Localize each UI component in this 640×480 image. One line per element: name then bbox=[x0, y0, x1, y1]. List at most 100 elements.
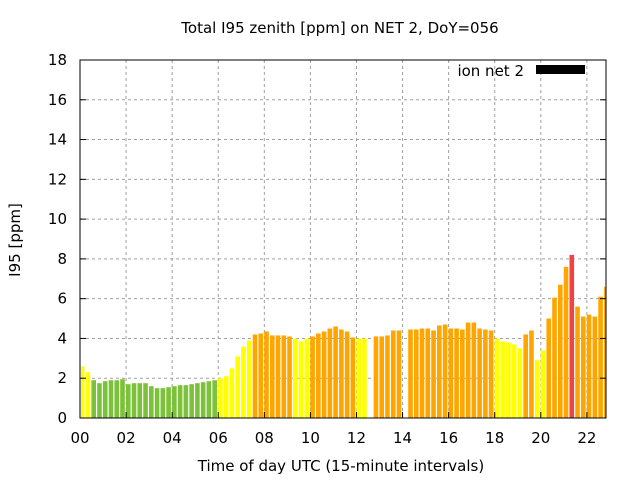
bar bbox=[604, 286, 606, 418]
bar bbox=[362, 338, 367, 418]
y-tick-label: 4 bbox=[57, 329, 67, 347]
bar bbox=[223, 376, 229, 418]
bar bbox=[350, 337, 356, 418]
legend-swatch bbox=[536, 65, 585, 74]
bar bbox=[494, 338, 500, 418]
chart-title: Total I95 zenith [ppm] on NET 2, DoY=056 bbox=[180, 19, 498, 37]
y-tick-label: 18 bbox=[48, 51, 67, 69]
bar bbox=[108, 380, 114, 418]
bar bbox=[137, 383, 143, 418]
bar bbox=[269, 335, 275, 418]
bar bbox=[327, 328, 333, 418]
y-tick-label: 6 bbox=[57, 290, 67, 308]
bar bbox=[241, 346, 246, 418]
bar bbox=[189, 384, 194, 418]
bar bbox=[575, 306, 580, 418]
y-tick-label: 14 bbox=[48, 131, 67, 149]
bar bbox=[149, 386, 154, 418]
bar bbox=[460, 329, 465, 418]
y-tick-label: 2 bbox=[57, 369, 67, 387]
bar bbox=[143, 383, 148, 418]
y-tick-label: 16 bbox=[48, 91, 67, 109]
bar bbox=[177, 385, 183, 418]
bar bbox=[235, 356, 241, 418]
bar bbox=[506, 342, 511, 418]
bar bbox=[212, 380, 217, 418]
bar bbox=[154, 388, 160, 418]
plot-frame bbox=[79, 59, 607, 419]
bar bbox=[546, 318, 552, 418]
bar bbox=[379, 336, 385, 418]
bar bbox=[85, 372, 91, 418]
y-tick-label: 12 bbox=[48, 170, 67, 188]
bar bbox=[206, 381, 212, 418]
bar bbox=[160, 388, 166, 418]
x-tick-label: 12 bbox=[347, 429, 366, 447]
bar bbox=[500, 341, 505, 418]
bar bbox=[264, 331, 269, 418]
bar bbox=[454, 328, 459, 418]
bar bbox=[166, 387, 171, 418]
bar bbox=[287, 336, 292, 418]
bar bbox=[437, 325, 442, 418]
bar bbox=[552, 297, 557, 418]
bar bbox=[413, 329, 419, 418]
bar bbox=[281, 335, 287, 418]
bar bbox=[120, 379, 125, 418]
y-tick-label: 10 bbox=[48, 210, 67, 228]
bar bbox=[569, 254, 575, 418]
bar bbox=[97, 383, 102, 418]
bar bbox=[310, 336, 315, 418]
x-axis-label: Time of day UTC (15-minute intervals) bbox=[197, 457, 484, 475]
bar bbox=[183, 385, 189, 418]
bar bbox=[534, 360, 540, 418]
x-tick-label: 14 bbox=[393, 429, 412, 447]
bar bbox=[195, 383, 200, 418]
bar bbox=[114, 380, 120, 418]
x-tick-label: 22 bbox=[577, 429, 596, 447]
bar bbox=[442, 324, 448, 418]
bar bbox=[229, 368, 235, 418]
legend-label: ion net 2 bbox=[457, 62, 524, 80]
bar bbox=[125, 384, 131, 418]
bar bbox=[252, 334, 258, 418]
bar bbox=[321, 331, 327, 418]
x-tick-label: 06 bbox=[209, 429, 228, 447]
bar bbox=[563, 266, 569, 418]
y-axis-label: I95 [ppm] bbox=[6, 203, 24, 277]
x-tick-label: 18 bbox=[485, 429, 504, 447]
bar bbox=[91, 380, 97, 418]
bar bbox=[356, 338, 361, 418]
x-tick-label: 08 bbox=[255, 429, 274, 447]
bar bbox=[339, 329, 344, 418]
bar bbox=[200, 382, 206, 418]
bar bbox=[258, 333, 264, 418]
bar bbox=[523, 334, 529, 418]
y-tick-label: 8 bbox=[57, 250, 67, 268]
x-tick-label: 04 bbox=[163, 429, 182, 447]
bar bbox=[540, 350, 546, 418]
bar bbox=[483, 329, 488, 418]
bar bbox=[586, 314, 592, 418]
x-tick-label: 00 bbox=[70, 429, 89, 447]
bar bbox=[517, 348, 523, 418]
bar bbox=[431, 330, 436, 418]
bar bbox=[471, 322, 477, 418]
bar bbox=[581, 316, 586, 418]
bar bbox=[390, 330, 396, 418]
x-tick-label: 02 bbox=[117, 429, 136, 447]
bar bbox=[333, 326, 338, 418]
bar bbox=[293, 338, 298, 418]
bar bbox=[408, 329, 413, 418]
bar bbox=[557, 284, 563, 418]
bar bbox=[304, 338, 310, 418]
legend: ion net 2 bbox=[457, 62, 585, 80]
bar bbox=[102, 381, 108, 418]
bar bbox=[131, 383, 137, 418]
bar bbox=[425, 328, 431, 418]
bar bbox=[396, 330, 402, 418]
bars bbox=[81, 254, 606, 418]
bar bbox=[298, 341, 304, 418]
